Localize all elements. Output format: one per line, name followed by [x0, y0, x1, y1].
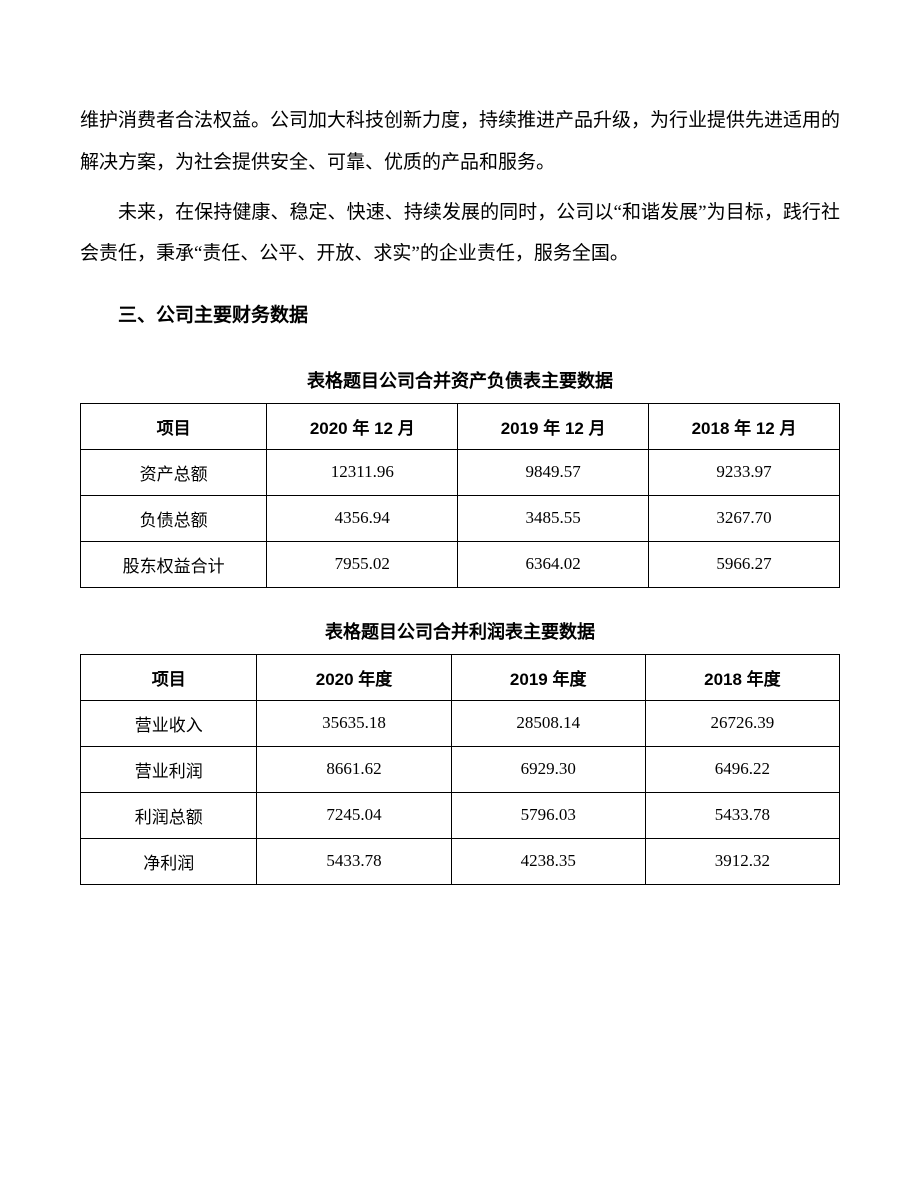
table-cell: 12311.96 — [267, 449, 458, 495]
table-header-cell: 2018 年度 — [645, 654, 839, 700]
table-cell: 5433.78 — [257, 838, 451, 884]
table-cell: 3485.55 — [458, 495, 649, 541]
table-header-cell: 2018 年 12 月 — [649, 403, 840, 449]
table-cell: 6364.02 — [458, 541, 649, 587]
table-row: 营业收入 35635.18 28508.14 26726.39 — [81, 700, 840, 746]
table-header-cell: 项目 — [81, 403, 267, 449]
table-cell: 3267.70 — [649, 495, 840, 541]
table-cell: 利润总额 — [81, 792, 257, 838]
table-cell: 净利润 — [81, 838, 257, 884]
table-cell: 35635.18 — [257, 700, 451, 746]
table-cell: 26726.39 — [645, 700, 839, 746]
table-cell: 7955.02 — [267, 541, 458, 587]
table-cell: 3912.32 — [645, 838, 839, 884]
table-header-row: 项目 2020 年 12 月 2019 年 12 月 2018 年 12 月 — [81, 403, 840, 449]
income-statement-table: 项目 2020 年度 2019 年度 2018 年度 营业收入 35635.18… — [80, 654, 840, 885]
table-cell: 股东权益合计 — [81, 541, 267, 587]
table-cell: 营业收入 — [81, 700, 257, 746]
table2-caption: 表格题目公司合并利润表主要数据 — [80, 618, 840, 644]
table-row: 资产总额 12311.96 9849.57 9233.97 — [81, 449, 840, 495]
table-cell: 资产总额 — [81, 449, 267, 495]
table-row: 股东权益合计 7955.02 6364.02 5966.27 — [81, 541, 840, 587]
table-header-cell: 2020 年度 — [257, 654, 451, 700]
table-cell: 8661.62 — [257, 746, 451, 792]
table-cell: 6929.30 — [451, 746, 645, 792]
table-cell: 6496.22 — [645, 746, 839, 792]
table-cell: 7245.04 — [257, 792, 451, 838]
balance-sheet-table: 项目 2020 年 12 月 2019 年 12 月 2018 年 12 月 资… — [80, 403, 840, 588]
table-cell: 5433.78 — [645, 792, 839, 838]
table1-caption: 表格题目公司合并资产负债表主要数据 — [80, 367, 840, 393]
table-row: 利润总额 7245.04 5796.03 5433.78 — [81, 792, 840, 838]
table-row: 营业利润 8661.62 6929.30 6496.22 — [81, 746, 840, 792]
table-header-cell: 项目 — [81, 654, 257, 700]
paragraph-2: 未来，在保持健康、稳定、快速、持续发展的同时，公司以“和谐发展”为目标，践行社会… — [80, 192, 840, 276]
table-row: 净利润 5433.78 4238.35 3912.32 — [81, 838, 840, 884]
table-header-cell: 2019 年度 — [451, 654, 645, 700]
table-header-cell: 2020 年 12 月 — [267, 403, 458, 449]
table-cell: 28508.14 — [451, 700, 645, 746]
table-cell: 9849.57 — [458, 449, 649, 495]
table-header-cell: 2019 年 12 月 — [458, 403, 649, 449]
table-cell: 4238.35 — [451, 838, 645, 884]
table-cell: 9233.97 — [649, 449, 840, 495]
section-heading: 三、公司主要财务数据 — [80, 295, 840, 337]
table-header-row: 项目 2020 年度 2019 年度 2018 年度 — [81, 654, 840, 700]
table-cell: 5966.27 — [649, 541, 840, 587]
table-row: 负债总额 4356.94 3485.55 3267.70 — [81, 495, 840, 541]
table-cell: 营业利润 — [81, 746, 257, 792]
paragraph-1: 维护消费者合法权益。公司加大科技创新力度，持续推进产品升级，为行业提供先进适用的… — [80, 100, 840, 184]
table-cell: 4356.94 — [267, 495, 458, 541]
table-cell: 5796.03 — [451, 792, 645, 838]
table-cell: 负债总额 — [81, 495, 267, 541]
